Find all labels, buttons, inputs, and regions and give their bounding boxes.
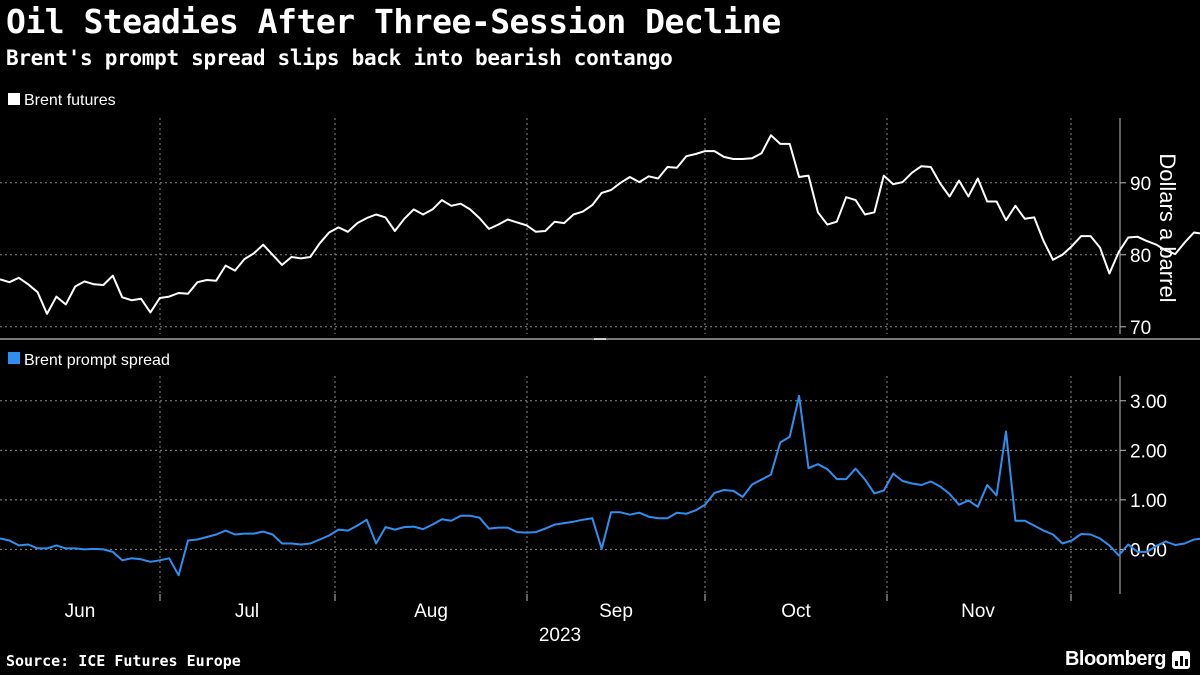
x-tick-label-jun: Jun xyxy=(65,601,96,622)
brent-futures-y-tick-label: 90 xyxy=(1130,174,1151,195)
prompt-spread-y-tick-label: 3.00 xyxy=(1130,392,1167,413)
bloomberg-logo: Bloomberg xyxy=(1065,648,1190,671)
prompt-spread-y-tick-label: 1.00 xyxy=(1130,491,1167,512)
x-tick-label-nov: Nov xyxy=(961,601,995,622)
bloomberg-terminal-icon xyxy=(1172,650,1190,669)
legend-swatch-prompt-spread xyxy=(8,352,20,364)
legend-swatch-brent-futures xyxy=(8,93,20,105)
brent-futures-series-line xyxy=(0,134,1200,315)
chart-canvas: Brent futures Brent prompt spread Dollar… xyxy=(0,92,1200,645)
brent-futures-y-tick-label: 70 xyxy=(1130,318,1151,339)
chart-subtitle: Brent's prompt spread slips back into be… xyxy=(6,46,673,70)
legend-label-prompt-spread: Brent prompt spread xyxy=(24,352,170,369)
chart-title: Oil Steadies After Three-Session Decline xyxy=(6,2,781,41)
prompt-spread-y-tick-label: 2.00 xyxy=(1130,441,1167,462)
source-note: Source: ICE Futures Europe xyxy=(6,652,241,670)
x-tick-label-sep: Sep xyxy=(599,601,633,622)
x-tick-label-oct: Oct xyxy=(781,601,811,622)
x-tick-label-jul: Jul xyxy=(235,601,259,622)
brent-futures-y-tick-label: 80 xyxy=(1130,246,1151,267)
prompt-spread-series-line xyxy=(0,394,1200,577)
x-tick-label-aug: Aug xyxy=(414,601,448,622)
legend-label-brent-futures: Brent futures xyxy=(24,92,116,109)
x-axis-year-label: 2023 xyxy=(539,625,581,645)
brand-name: Bloomberg xyxy=(1064,648,1167,670)
y-axis-title: Dollars a barrel xyxy=(1155,153,1180,302)
